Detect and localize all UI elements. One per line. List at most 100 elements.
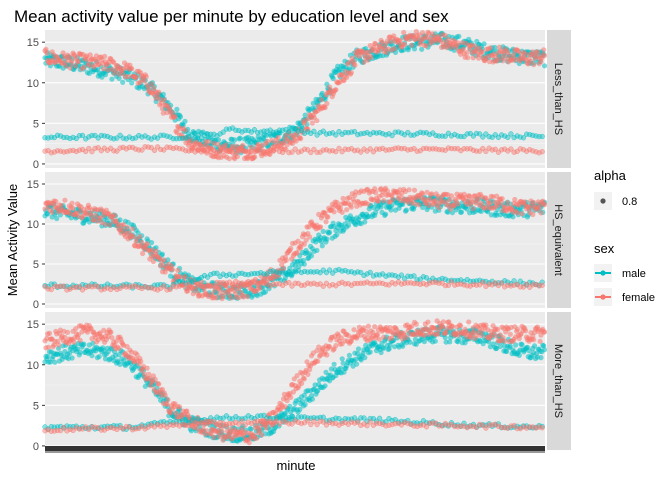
data-point — [455, 422, 461, 428]
data-point — [162, 392, 168, 398]
data-point — [470, 281, 477, 288]
data-point — [76, 283, 83, 290]
data-point — [448, 206, 454, 212]
data-point — [295, 280, 301, 287]
data-point — [483, 322, 489, 328]
data-point — [323, 418, 330, 424]
data-point — [288, 394, 294, 400]
data-point — [358, 149, 364, 155]
data-point — [298, 269, 305, 276]
data-point — [99, 74, 105, 80]
data-point — [298, 127, 305, 133]
data-point — [365, 201, 371, 207]
data-point — [514, 326, 521, 332]
data-point — [331, 361, 337, 367]
data-point — [372, 324, 378, 330]
data-point — [198, 283, 205, 290]
data-point — [330, 281, 336, 288]
data-point — [252, 154, 258, 160]
data-point — [542, 329, 548, 335]
data-point — [442, 32, 448, 39]
data-point — [351, 420, 358, 426]
data-point — [139, 422, 145, 428]
data-point — [388, 207, 394, 213]
data-point — [486, 281, 492, 287]
data-point — [48, 286, 54, 293]
data-point — [201, 419, 208, 425]
data-point — [458, 277, 464, 283]
data-point — [505, 279, 511, 285]
data-point — [530, 148, 536, 154]
data-point — [452, 146, 458, 152]
data-point — [351, 128, 358, 135]
data-point — [323, 147, 330, 153]
data-point — [139, 285, 145, 292]
data-point — [177, 404, 183, 410]
data-point — [464, 276, 470, 283]
data-point — [239, 280, 245, 286]
data-point — [261, 271, 267, 277]
data-point — [433, 279, 439, 286]
data-point — [137, 234, 143, 240]
data-point — [102, 221, 109, 227]
data-point — [305, 371, 311, 377]
data-point — [480, 279, 486, 286]
data-point — [301, 282, 308, 288]
data-point — [129, 427, 136, 433]
data-point — [198, 149, 205, 155]
data-point — [539, 149, 545, 155]
data-point — [301, 241, 307, 247]
data-point — [81, 341, 87, 347]
data-point — [477, 421, 483, 428]
data-point — [183, 285, 189, 291]
data-point — [513, 342, 519, 348]
data-point — [502, 338, 508, 344]
data-point — [192, 419, 198, 426]
data-point — [289, 271, 295, 277]
data-point — [314, 421, 320, 428]
data-point — [152, 376, 158, 382]
data-point — [389, 279, 395, 286]
data-point — [69, 58, 75, 64]
data-point — [336, 266, 342, 273]
data-point — [420, 280, 427, 287]
data-point — [62, 334, 68, 340]
data-point — [56, 342, 62, 348]
data-point — [542, 202, 548, 208]
data-point — [505, 134, 511, 141]
data-point — [364, 57, 371, 63]
data-point — [322, 383, 328, 389]
data-point — [175, 267, 181, 273]
data-point — [183, 135, 189, 141]
data-point — [432, 338, 438, 344]
data-point — [226, 148, 233, 154]
data-point — [51, 149, 58, 155]
data-point — [355, 132, 361, 138]
data-point — [187, 136, 193, 142]
data-point — [275, 134, 281, 141]
data-point — [448, 279, 455, 285]
data-point — [283, 270, 289, 276]
data-point — [167, 286, 173, 293]
data-point — [167, 134, 173, 140]
data-point — [77, 349, 83, 355]
data-point — [158, 423, 164, 429]
data-point — [448, 193, 455, 199]
data-point — [120, 282, 126, 288]
data-point — [330, 75, 336, 82]
data-point — [383, 273, 389, 279]
data-point — [327, 344, 333, 350]
data-point — [186, 134, 192, 140]
data-point — [276, 423, 282, 429]
data-point — [70, 147, 76, 154]
facet-panel-Less_than_HS: 0 5 10 15 Less_than_HS — [27, 28, 571, 171]
data-point — [229, 421, 236, 427]
data-point — [123, 146, 129, 152]
data-point — [495, 326, 501, 333]
data-point — [257, 428, 263, 434]
data-point — [467, 283, 473, 289]
data-point — [121, 222, 127, 228]
data-point — [246, 440, 252, 446]
data-point — [123, 136, 129, 142]
data-point — [101, 66, 107, 72]
